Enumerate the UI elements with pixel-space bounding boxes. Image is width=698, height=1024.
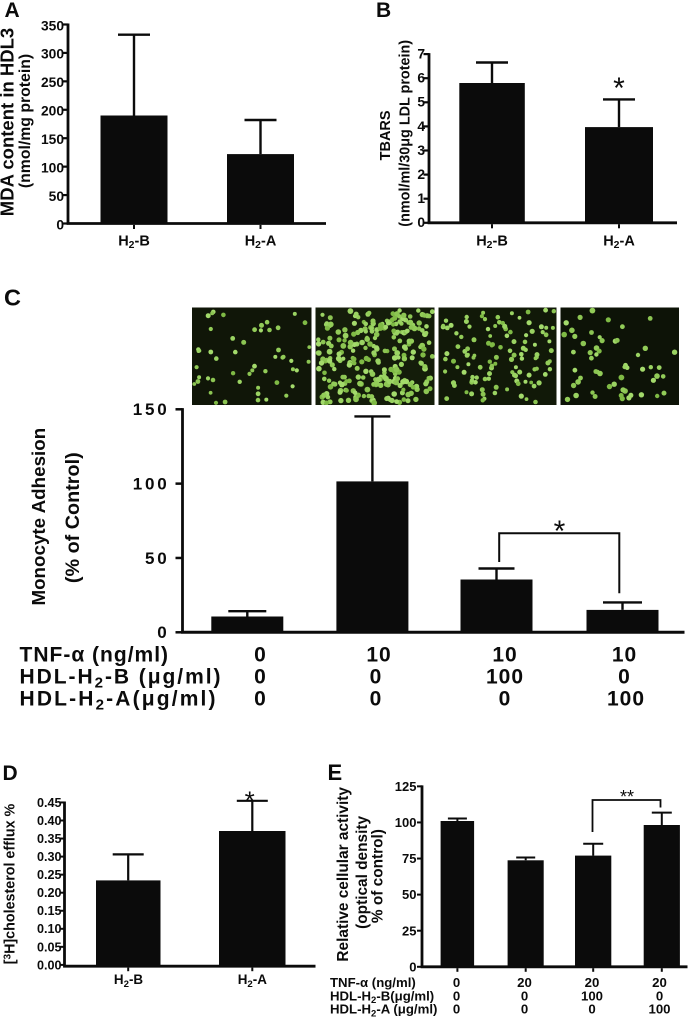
svg-text:TNF-α (ng/ml): TNF-α (ng/ml)	[20, 644, 170, 667]
svg-text:300: 300	[41, 47, 64, 62]
svg-text:TBARS: TBARS	[378, 110, 394, 160]
svg-text:0.30: 0.30	[37, 850, 62, 864]
svg-text:0: 0	[409, 959, 416, 974]
svg-text:250: 250	[41, 75, 64, 90]
svg-text:25: 25	[402, 923, 416, 938]
svg-text:0.45: 0.45	[37, 796, 62, 810]
svg-text:[3H]cholesterol efflux %: [3H]cholesterol efflux %	[2, 803, 18, 964]
svg-text:4: 4	[417, 119, 425, 134]
svg-text:0.15: 0.15	[37, 904, 62, 918]
svg-text:(nmol/mg protein): (nmol/mg protein)	[17, 54, 34, 188]
svg-text:5: 5	[417, 95, 425, 110]
svg-text:3: 3	[417, 143, 425, 158]
svg-text:0.25: 0.25	[37, 868, 62, 882]
svg-text:*: *	[245, 786, 255, 816]
svg-text:0: 0	[157, 623, 169, 642]
svg-text:H2-A: H2-A	[245, 234, 277, 252]
svg-text:0: 0	[521, 988, 528, 1003]
svg-text:*: *	[554, 515, 566, 548]
svg-text:2: 2	[417, 167, 425, 182]
svg-text:0: 0	[453, 988, 460, 1003]
svg-text:0: 0	[588, 1002, 595, 1017]
svg-text:0: 0	[370, 688, 383, 711]
svg-text:0.35: 0.35	[37, 832, 62, 846]
svg-text:H2-B: H2-B	[114, 972, 143, 990]
svg-text:A: A	[5, 0, 20, 22]
svg-text:350: 350	[41, 18, 64, 33]
svg-text:50: 50	[145, 549, 170, 568]
svg-text:HDL-H2-A (μg/ml): HDL-H2-A (μg/ml)	[330, 1002, 437, 1020]
svg-text:0: 0	[370, 666, 383, 689]
svg-text:0: 0	[499, 688, 512, 711]
svg-text:20: 20	[652, 975, 667, 990]
svg-text:(nmol/ml/30μg LDL protein): (nmol/ml/30μg LDL protein)	[398, 40, 414, 227]
svg-text:0.20: 0.20	[37, 886, 62, 900]
svg-text:C: C	[4, 285, 21, 311]
svg-text:H2-A: H2-A	[603, 234, 635, 252]
svg-text:50: 50	[49, 189, 65, 204]
svg-text:D: D	[3, 762, 18, 785]
svg-text:HDL-H2-B (μg/ml): HDL-H2-B (μg/ml)	[20, 666, 223, 692]
svg-text:10: 10	[612, 644, 637, 667]
svg-text:1: 1	[417, 191, 425, 206]
svg-text:20: 20	[585, 975, 600, 990]
svg-text:H2-A: H2-A	[238, 972, 267, 990]
svg-text:50: 50	[402, 887, 416, 902]
svg-text:200: 200	[41, 104, 64, 119]
svg-text:E: E	[328, 760, 343, 785]
svg-text:10: 10	[492, 644, 517, 667]
svg-text:100: 100	[133, 474, 170, 493]
svg-text:0: 0	[656, 988, 663, 1003]
svg-text:7: 7	[417, 47, 425, 62]
svg-text:0: 0	[417, 215, 425, 230]
svg-text:Relative cellular activity: Relative cellular activity	[335, 787, 352, 962]
svg-text:(optical density: (optical density	[354, 816, 371, 929]
svg-text:20: 20	[517, 975, 532, 990]
svg-text:H2-B: H2-B	[118, 234, 150, 252]
svg-text:0: 0	[254, 644, 267, 667]
svg-text:0: 0	[618, 666, 631, 689]
svg-text:0.10: 0.10	[37, 922, 62, 936]
svg-text:0: 0	[254, 688, 267, 711]
svg-text:% of control): % of control)	[370, 829, 387, 923]
svg-text:0.00: 0.00	[37, 958, 62, 972]
svg-text:125: 125	[395, 779, 417, 794]
svg-text:6: 6	[417, 71, 425, 86]
svg-text:100: 100	[395, 815, 417, 830]
svg-text:B: B	[376, 0, 391, 22]
svg-text:100: 100	[486, 666, 524, 689]
svg-text:0: 0	[254, 666, 267, 689]
svg-text:(% of Control): (% of Control)	[62, 452, 84, 583]
svg-text:Monocyte Adhesion: Monocyte Adhesion	[28, 428, 49, 606]
svg-text:0.40: 0.40	[37, 814, 62, 828]
svg-text:10: 10	[366, 644, 391, 667]
svg-text:150: 150	[41, 132, 64, 147]
svg-text:0: 0	[453, 1002, 460, 1017]
svg-text:HDL-H2-A(μg/ml): HDL-H2-A(μg/ml)	[20, 688, 218, 714]
svg-text:MDA content in HDL3: MDA content in HDL3	[0, 28, 18, 216]
svg-text:150: 150	[133, 400, 170, 419]
svg-text:100: 100	[581, 988, 603, 1003]
svg-text:*: *	[613, 72, 625, 105]
svg-text:0: 0	[521, 1002, 528, 1017]
svg-text:TNF-α (ng/ml): TNF-α (ng/ml)	[330, 975, 416, 990]
svg-text:75: 75	[402, 851, 416, 866]
svg-text:0.05: 0.05	[37, 940, 62, 954]
svg-text:100: 100	[648, 1002, 670, 1017]
svg-text:100: 100	[607, 688, 645, 711]
svg-text:0: 0	[453, 975, 460, 990]
svg-text:0: 0	[56, 217, 64, 232]
svg-text:100: 100	[41, 160, 64, 175]
svg-text:HDL-H2-B(μg/ml): HDL-H2-B(μg/ml)	[330, 988, 434, 1006]
svg-text:**: **	[620, 787, 634, 807]
svg-text:H2-B: H2-B	[476, 234, 508, 252]
